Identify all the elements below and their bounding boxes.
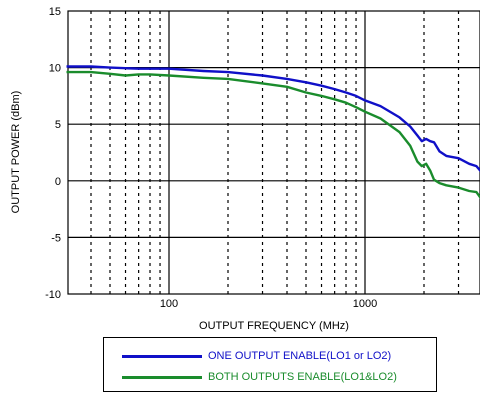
legend: ONE OUTPUT ENABLE(LO1 or LO2) BOTH OUTPU… xyxy=(103,337,437,392)
legend-swatch-both-outputs xyxy=(122,375,202,379)
y-tick-label: 5 xyxy=(55,119,61,131)
y-tick-label: 10 xyxy=(49,63,61,75)
x-tick-label: 1000 xyxy=(353,298,377,310)
y-tick-label: 0 xyxy=(55,176,61,188)
series-layer xyxy=(66,65,480,200)
plot-frame xyxy=(67,10,480,295)
y-axis-label: OUTPUT POWER (dBm) xyxy=(10,91,22,214)
series-line-both-outputs xyxy=(66,70,480,200)
legend-swatch-one-output xyxy=(122,354,202,358)
x-axis-label: OUTPUT FREQUENCY (MHz) xyxy=(199,320,349,332)
legend-label-both-outputs: BOTH OUTPUTS ENABLE(LO1&LO2) xyxy=(208,371,397,383)
y-tick-label: -5 xyxy=(51,232,61,244)
x-tick-label: 100 xyxy=(160,298,178,310)
y-tick-label: -10 xyxy=(45,289,61,301)
x-tick-labels: 100 1000 xyxy=(160,298,377,310)
legend-entry-both-outputs: BOTH OUTPUTS ENABLE(LO1&LO2) xyxy=(104,368,397,386)
series-line-one-output xyxy=(66,65,480,173)
grid xyxy=(68,11,480,294)
legend-label-one-output: ONE OUTPUT ENABLE(LO1 or LO2) xyxy=(208,350,392,362)
legend-entry-one-output: ONE OUTPUT ENABLE(LO1 or LO2) xyxy=(104,347,391,365)
y-tick-label: 15 xyxy=(49,6,61,18)
y-tick-labels: 15 10 5 0 -5 -10 xyxy=(45,6,61,301)
